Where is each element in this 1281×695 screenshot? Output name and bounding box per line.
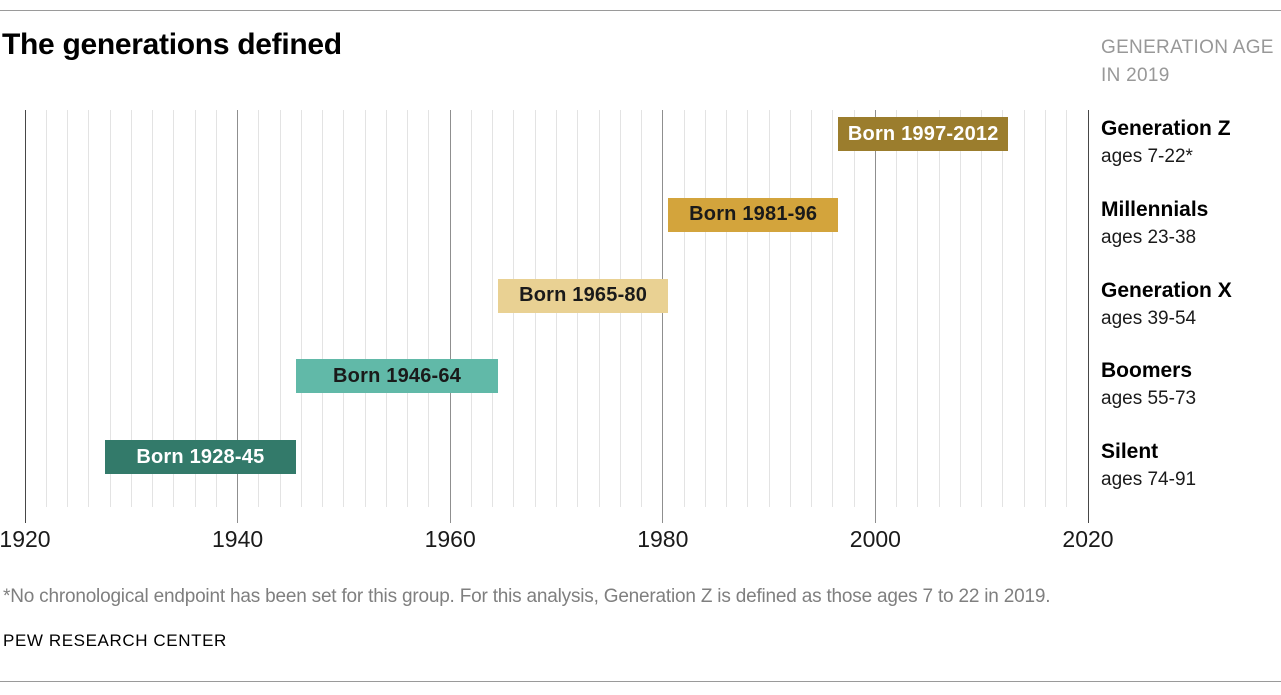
generation-label-generation-x: Generation X ages 39-54 [1101, 279, 1232, 331]
gridline-minor [1023, 110, 1025, 507]
gridline-edge [1087, 110, 1089, 523]
gridline-minor [811, 110, 813, 507]
generation-label-millennials: Millennials ages 23-38 [1101, 198, 1208, 250]
gridline-minor [981, 110, 983, 507]
gridline-minor [938, 110, 940, 507]
gridline-minor [789, 110, 791, 507]
gridline-minor [683, 110, 685, 507]
gridline-minor [173, 110, 175, 507]
gridline-decade [449, 110, 451, 523]
age-note-line1: GENERATION AGE [1101, 37, 1274, 58]
generation-name: Boomers [1101, 359, 1193, 383]
generation-bar-millennials: Born 1981-96 [668, 197, 839, 232]
gridline-minor [385, 110, 387, 507]
x-axis: 1920 1940 1960 1980 2000 2020 [0, 526, 1114, 556]
bar-label: Born 1946-64 [333, 364, 462, 387]
plot-area: Born 1997-2012 Born 1981-96 Born 1965-80 Bo… [24, 110, 1089, 523]
generation-ages: ages 74-91 [1101, 469, 1197, 490]
generation-name: Millennials [1101, 197, 1209, 221]
gridline-minor [959, 110, 961, 507]
gridline-minor [364, 110, 366, 507]
bar-label: Born 1997-2012 [847, 122, 999, 145]
gridline-minor [88, 110, 90, 507]
source-label: PEW RESEARCH CENTER [3, 631, 227, 650]
generation-label-silent: Silent ages 74-91 [1101, 440, 1196, 492]
generation-label-boomers: Boomers ages 55-73 [1101, 359, 1196, 411]
gridline-minor [300, 110, 302, 507]
gridline-minor [747, 110, 749, 507]
gridline-minor [726, 110, 728, 507]
gridline-minor [215, 110, 217, 507]
x-axis-tick-label: 2020 [1062, 526, 1114, 552]
gridline-minor [130, 110, 132, 507]
footnote: *No chronological endpoint has been set … [3, 586, 1051, 607]
top-divider [0, 10, 1281, 11]
gridline-minor [258, 110, 260, 507]
gridline-minor [194, 110, 196, 507]
generation-ages: ages 23-38 [1101, 226, 1197, 248]
gridline-minor [470, 110, 472, 507]
generation-name: Silent [1101, 440, 1159, 463]
gridline-minor [428, 110, 430, 507]
gridline-minor [152, 110, 154, 507]
bottom-divider [0, 681, 1281, 682]
gridline-minor [45, 110, 47, 507]
age-note-line2: IN 2019 [1101, 65, 1170, 86]
x-axis-tick-label: 1960 [424, 526, 476, 552]
bar-label: Born 1965-80 [519, 284, 648, 306]
generation-name: Generation Z [1101, 117, 1231, 140]
generation-labels-column: Generation Z ages 7-22* Millennials ages 23… [1101, 110, 1279, 523]
gridline-edge [24, 110, 26, 523]
x-axis-tick-label: 1940 [212, 526, 264, 552]
gridline-minor [1002, 110, 1004, 507]
gridline-minor [67, 110, 69, 507]
generation-bar-generation-z: Born 1997-2012 [838, 117, 1009, 151]
bar-label: Born 1928-45 [136, 445, 265, 468]
gridline-minor [896, 110, 898, 507]
generation-bar-generation-x: Born 1965-80 [498, 278, 669, 313]
generation-ages: ages 7-22* [1101, 146, 1193, 167]
gridline-minor [343, 110, 345, 507]
x-axis-tick-label: 2000 [849, 526, 901, 552]
gridline-minor [322, 110, 324, 507]
x-axis-tick-label: 1920 [0, 526, 51, 552]
gridline-minor [1066, 110, 1068, 507]
gridline-minor [917, 110, 919, 507]
gridline-minor [832, 110, 834, 507]
generation-ages: ages 39-54 [1101, 307, 1197, 329]
gridline-minor [492, 110, 494, 507]
chart-title: The generations defined [2, 28, 342, 61]
gridline-decade [874, 110, 876, 523]
bar-label: Born 1981-96 [689, 203, 818, 226]
gridline-decade [237, 110, 239, 523]
gridline-minor [704, 110, 706, 507]
generation-label-generation-z: Generation Z ages 7-22* [1101, 117, 1231, 169]
generation-ages: ages 55-73 [1101, 388, 1197, 410]
gridline-minor [407, 110, 409, 507]
gridline-minor [768, 110, 770, 507]
generation-name: Generation X [1101, 278, 1232, 302]
gridline-minor [1044, 110, 1046, 507]
generation-bar-silent: Born 1928-45 [104, 440, 297, 474]
age-note: GENERATION AGE IN 2019 [1101, 34, 1279, 90]
gridline-minor [279, 110, 281, 507]
gridline-minor [853, 110, 855, 507]
gridline-minor [109, 110, 111, 507]
x-axis-tick-label: 1980 [637, 526, 689, 552]
gridline-decade [662, 110, 664, 523]
generation-bar-boomers: Born 1946-64 [296, 359, 499, 394]
